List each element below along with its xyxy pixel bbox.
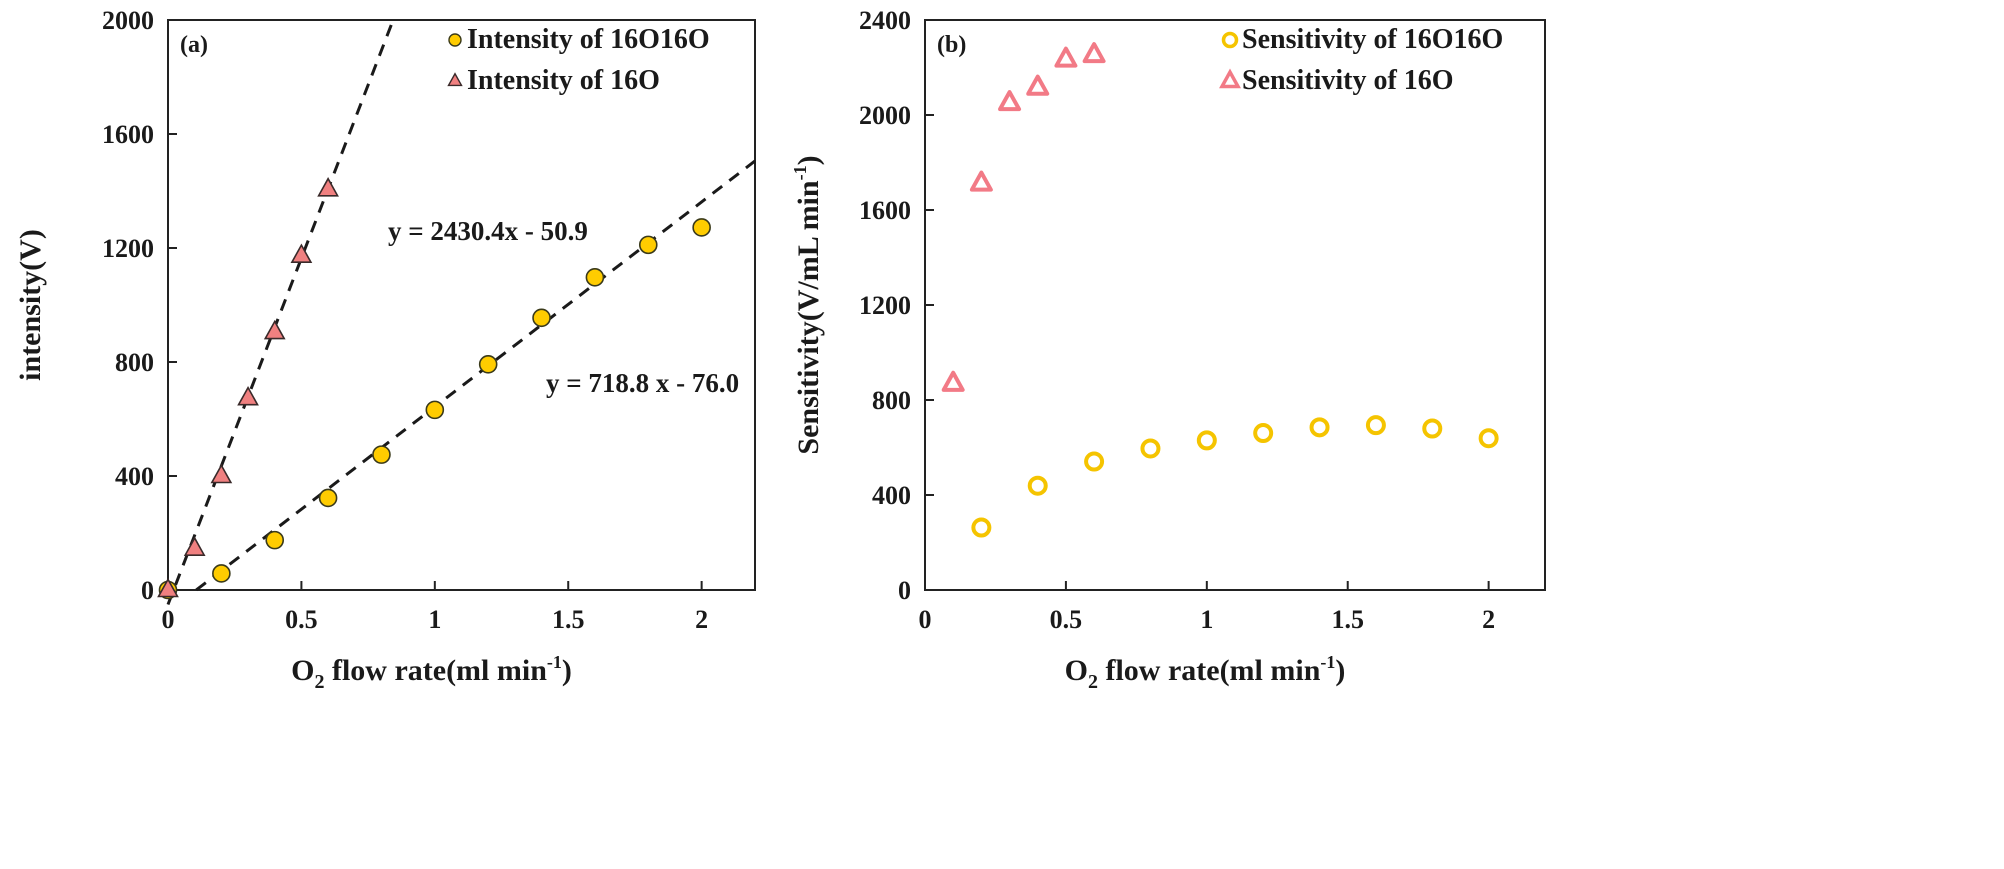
legend: Intensity of 16O16O Intensity of 16O <box>447 24 710 96</box>
data-point-circle <box>532 308 551 328</box>
y-tick-label: 0 <box>141 576 154 605</box>
data-point-circle <box>1084 451 1105 472</box>
x-tick-label: 1 <box>1200 605 1213 634</box>
data-point-circle <box>372 445 391 464</box>
x-axis-ticks: 0 0.5 1 1.5 2 <box>919 581 1495 634</box>
y-tick-label: 1200 <box>102 234 154 263</box>
data-point-circle <box>585 268 605 287</box>
data-point-circle <box>1365 415 1386 436</box>
data-point-circle <box>971 517 992 538</box>
x-tick-label: 0.5 <box>1050 605 1083 634</box>
y-tick-label: 400 <box>872 481 911 510</box>
fit-line <box>166 19 395 606</box>
legend-label: Intensity of 16O16O <box>467 24 710 55</box>
data-point-triangle <box>157 577 179 598</box>
data-point-triangle <box>1054 46 1078 68</box>
y-axis-title-sup: -1 <box>790 165 810 180</box>
y-axis-title: Sensitivity(V/mL min-1) <box>790 155 825 454</box>
x-axis-title-middle: flow rate(ml min <box>324 654 547 687</box>
data-point-triangle <box>317 177 339 197</box>
data-point-circle <box>1422 418 1443 439</box>
data-point-circle <box>1309 417 1330 438</box>
y-axis-ticks: 0 400 800 1200 1600 2000 2400 <box>859 6 934 605</box>
data-point-triangle <box>237 385 259 406</box>
data-point-circle <box>1253 423 1274 444</box>
y-tick-label: 2000 <box>859 101 911 130</box>
x-axis-title-suffix: ) <box>562 654 572 687</box>
y-tick-label: 1200 <box>859 291 911 320</box>
data-point-circle <box>692 218 711 237</box>
x-axis-title: O2 flow rate(ml min-1) <box>1065 652 1346 693</box>
panel-a-intensity: 0 400 800 1200 1600 2000 0 0.5 1 1.5 2 (a) intens… <box>14 6 756 693</box>
y-tick-label: 2400 <box>859 6 911 35</box>
x-tick-label: 0.5 <box>285 605 318 634</box>
y-tick-label: 800 <box>115 348 154 377</box>
y-tick-label: 1600 <box>859 196 911 225</box>
data-point-circle <box>1196 430 1217 451</box>
data-point-circle <box>1140 438 1161 459</box>
legend-label: Intensity of 16O <box>467 65 660 96</box>
data-point-triangle <box>998 90 1022 112</box>
y-tick-label: 800 <box>872 386 911 415</box>
y-axis-title-main: Sensitivity(V/mL min <box>792 180 825 455</box>
panel-label: (a) <box>180 32 208 58</box>
x-tick-label: 0 <box>162 605 175 634</box>
data-point-triangle <box>941 370 965 392</box>
x-axis-title-sub: 2 <box>1088 671 1098 693</box>
x-axis-ticks: 0 0.5 1 1.5 2 <box>162 581 708 634</box>
y-tick-label: 400 <box>115 462 154 491</box>
data-point-circle <box>425 400 445 420</box>
data-point-triangle <box>263 319 286 340</box>
fit-equation-16o: y = 2430.4x - 50.9 <box>388 216 588 246</box>
data-point-triangle <box>210 463 233 484</box>
data-point-triangle <box>1026 74 1050 96</box>
x-tick-label: 2 <box>695 605 708 634</box>
legend-label: Sensitivity of 16O <box>1242 65 1454 96</box>
data-points <box>941 42 1499 538</box>
x-axis-title-prefix: O <box>1065 654 1088 687</box>
plot-frame <box>167 19 756 591</box>
panel-b-sensitivity: 0 400 800 1200 1600 2000 2400 0 0.5 1 1.5 2 (b) Se… <box>790 6 1546 693</box>
y-axis-title-suffix: ) <box>792 155 825 165</box>
data-point-circle <box>1478 428 1499 449</box>
x-axis-title-suffix: ) <box>1335 654 1345 687</box>
x-axis-title-sup: -1 <box>1320 652 1335 672</box>
legend-label: Sensitivity of 16O16O <box>1242 24 1503 55</box>
fit-equation-16o16o: y = 718.8 x - 76.0 <box>546 368 739 398</box>
x-tick-label: 1.5 <box>552 605 585 634</box>
data-point-triangle <box>290 243 313 263</box>
y-axis-ticks: 0 400 800 1200 1600 2000 <box>102 6 177 605</box>
x-tick-label: 1 <box>428 605 441 634</box>
y-tick-label: 2000 <box>102 6 154 35</box>
x-tick-label: 0 <box>919 605 932 634</box>
data-point-circle <box>638 235 658 255</box>
fit-lines <box>166 19 756 606</box>
data-point-circle <box>1027 475 1048 496</box>
legend: Sensitivity of 16O16O Sensitivity of 16O <box>1219 24 1503 96</box>
data-point-circle <box>265 530 285 550</box>
x-tick-label: 2 <box>1482 605 1495 634</box>
legend-marker-circle <box>448 33 462 47</box>
x-axis-title-prefix: O <box>291 654 314 687</box>
data-point-triangle <box>969 170 993 192</box>
legend-marker-circle <box>1221 31 1239 49</box>
y-tick-label: 0 <box>898 576 911 605</box>
y-tick-label: 1600 <box>102 120 154 149</box>
x-tick-label: 1.5 <box>1331 605 1364 634</box>
data-point-triangle <box>1082 42 1106 64</box>
data-point-circle <box>318 488 338 508</box>
panel-label: (b) <box>937 32 966 58</box>
y-axis-title: intensity(V) <box>14 229 47 381</box>
x-axis-title-middle: flow rate(ml min <box>1098 654 1321 687</box>
data-point-triangle <box>183 536 206 556</box>
legend-marker-triangle <box>1219 68 1241 89</box>
legend-marker-triangle <box>447 72 463 87</box>
x-axis-title-sup: -1 <box>547 652 562 672</box>
data-point-circle <box>478 354 498 374</box>
x-axis-title: O2 flow rate(ml min-1) <box>291 652 572 693</box>
data-point-circle <box>212 564 231 583</box>
x-axis-title-sub: 2 <box>314 671 324 693</box>
data-points <box>157 177 711 600</box>
